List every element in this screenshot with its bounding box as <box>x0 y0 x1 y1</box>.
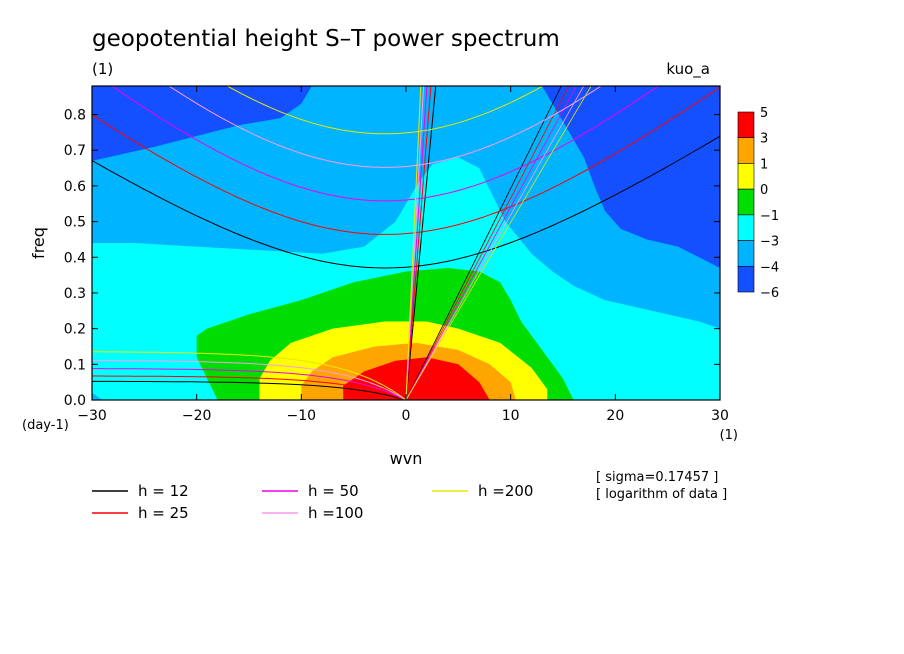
curve-4-ray <box>405 86 585 400</box>
curve-3-ray <box>405 86 577 400</box>
x-tick-label-2: −10 <box>287 408 317 424</box>
curve-1-mrg <box>92 380 407 400</box>
x-axis-unit: (1) <box>720 428 738 443</box>
colorbar-label-5: −3 <box>760 235 779 250</box>
x-tick-label-3: 0 <box>402 408 411 424</box>
dispersion-curves <box>92 86 720 400</box>
chart-subtitle-right: kuo_a <box>666 60 710 79</box>
x-axis-label: wvn <box>390 449 423 468</box>
chart-subtitle-left: (1) <box>92 60 113 78</box>
curve-2-mrg <box>92 375 407 400</box>
curve-5-mrg <box>92 351 407 400</box>
colorbar-swatch-3 <box>737 188 755 216</box>
axis-ticks: −30 −20 −10 0 10 20 30 0.0 0.1 0.2 0.3 0.4 0.5 0.6 0.7… <box>64 86 729 424</box>
legend-label-4: h =200 <box>478 482 533 500</box>
y-tick-label-3: 0.3 <box>64 286 86 302</box>
y-tick-label-7: 0.7 <box>64 143 86 159</box>
legend-label-1: h = 25 <box>138 504 189 522</box>
y-axis-label: freq <box>29 227 48 259</box>
y-tick-label-0: 0.0 <box>64 393 86 409</box>
curve-2-ig <box>92 86 720 235</box>
legend-label-0: h = 12 <box>138 482 189 500</box>
y-tick-label-4: 0.4 <box>64 250 86 266</box>
colorbar-label-1: 3 <box>760 132 768 147</box>
colorbar-swatch-4 <box>737 214 755 241</box>
curve-1-ray <box>405 86 562 400</box>
y-tick-label-8: 0.8 <box>64 108 86 124</box>
x-tick-label-0: −30 <box>77 408 107 424</box>
colorbar: 5 3 1 0 −1 −3 −4 −6 <box>737 106 779 301</box>
curve-3-mrg <box>92 368 407 400</box>
y-tick-label-6: 0.6 <box>64 179 86 195</box>
note-sigma: [ sigma=0.17457 ] <box>596 470 718 485</box>
y-axis-unit: (day-1) <box>22 418 69 433</box>
curve-1-ig <box>92 135 720 269</box>
note-logarithm: [ logarithm of data ] <box>596 487 727 502</box>
colorbar-swatch-5 <box>737 240 755 267</box>
colorbar-swatch-0 <box>737 111 755 139</box>
y-tick-label-1: 0.1 <box>64 357 86 373</box>
curve-4-mrg <box>92 360 407 400</box>
x-tick-label-4: 10 <box>502 408 520 424</box>
x-tick-label-1: −20 <box>182 408 212 424</box>
y-tick-label-2: 0.2 <box>64 322 86 338</box>
curve-3-ig <box>111 86 660 202</box>
colorbar-label-2: 1 <box>760 157 768 172</box>
curve-5-ig <box>226 86 544 135</box>
colorbar-label-7: −6 <box>760 286 779 301</box>
x-tick-label-5: 20 <box>606 408 624 424</box>
colorbar-swatch-6 <box>737 265 755 293</box>
chart-title: geopotential height S–T power spectrum <box>92 26 560 52</box>
legend-label-3: h =100 <box>308 504 363 522</box>
y-tick-label-5: 0.5 <box>64 215 86 231</box>
colorbar-label-3: 0 <box>760 183 768 198</box>
legend: h = 12 h = 25 h = 50 h =100 h =200 <box>92 482 533 522</box>
legend-label-2: h = 50 <box>308 482 359 500</box>
colorbar-swatch-2 <box>737 163 755 190</box>
colorbar-label-4: −1 <box>760 209 779 224</box>
x-tick-label-6: 30 <box>711 408 729 424</box>
curve-2-ray <box>405 86 570 400</box>
colorbar-label-6: −4 <box>760 260 779 275</box>
colorbar-swatch-1 <box>737 137 755 164</box>
curve-5-ray <box>405 86 592 400</box>
colorbar-label-0: 5 <box>760 106 768 121</box>
curve-4-ig <box>168 86 603 168</box>
